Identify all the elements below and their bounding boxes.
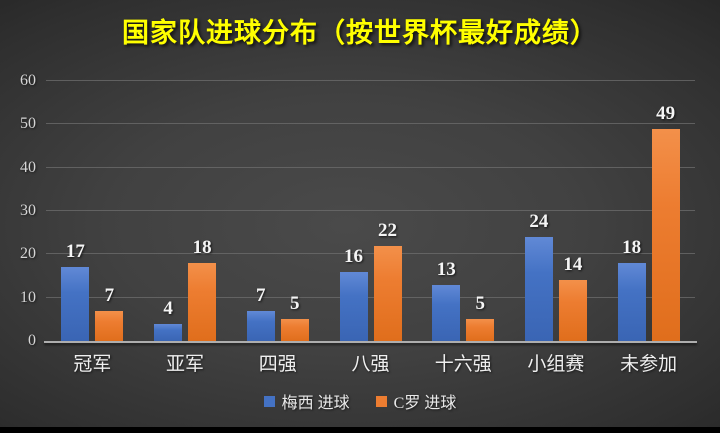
legend: 梅西 进球 C罗 进球 (0, 390, 720, 412)
category-label-四强: 四强 (258, 354, 297, 375)
bar-C罗 进球-十六强[interactable] (466, 319, 495, 341)
bar-value-label: 24 (529, 211, 549, 232)
y-tick-label: 60 (20, 72, 36, 89)
gridline (46, 296, 695, 298)
y-tick-label: 0 (28, 332, 36, 349)
bar-value-label: 16 (344, 245, 363, 267)
x-axis-line (44, 341, 697, 343)
legend-swatch (375, 395, 387, 407)
y-tick-label: 30 (20, 202, 36, 219)
category-label-亚军: 亚军 (166, 354, 205, 375)
y-tick-label: 50 (20, 115, 36, 133)
bar-梅西 进球-亚军[interactable] (154, 323, 183, 341)
bar-梅西 进球-冠军[interactable] (61, 267, 90, 341)
gridline (46, 210, 695, 211)
legend-label: 梅西 进球 (281, 395, 350, 412)
bar-C罗 进球-八强[interactable] (373, 245, 402, 341)
bar-梅西 进球-四强[interactable] (246, 310, 275, 341)
gridline (46, 123, 695, 125)
category-label-冠军: 冠军 (73, 354, 112, 375)
gridline (46, 166, 695, 168)
category-label-十六强: 十六强 (434, 354, 492, 375)
bar-value-label: 14 (563, 254, 583, 276)
category-label-八强: 八强 (351, 354, 390, 375)
bar-梅西 进球-十六强[interactable] (432, 284, 461, 341)
legend-item-梅西 进球[interactable]: 梅西 进球 (263, 389, 350, 413)
bar-value-label: 7 (256, 284, 266, 306)
x-axis-labels: 冠军 亚军 四强 八强 十六强 小组赛 未参加 (46, 349, 695, 377)
plot-area: 17 4 7 16 13 24 18 7 18 5 22 5 14 49 (44, 80, 697, 343)
gridline (46, 253, 695, 255)
bar-C罗 进球-小组赛[interactable] (558, 280, 587, 341)
y-tick-label: 10 (20, 288, 36, 306)
bar-value-label: 4 (163, 297, 173, 319)
bar-C罗 进球-冠军[interactable] (95, 310, 124, 341)
bar-value-label: 13 (436, 258, 456, 280)
legend-item-C罗 进球[interactable]: C罗 进球 (375, 389, 457, 413)
bar-value-label: 17 (65, 241, 85, 263)
bar-value-label: 49 (656, 102, 676, 124)
bar-value-label: 5 (290, 293, 300, 315)
bar-value-label: 5 (475, 293, 485, 315)
chart-title: 国家队进球分布（按世界杯最好成绩） (122, 18, 598, 48)
legend-label: C罗 进球 (393, 395, 457, 412)
category-label-小组赛: 小组赛 (527, 354, 585, 375)
bar-value-label: 22 (378, 219, 397, 241)
bar-C罗 进球-未参加[interactable] (651, 128, 680, 341)
bar-value-label: 18 (622, 237, 642, 258)
bar-C罗 进球-亚军[interactable] (188, 263, 217, 341)
bar-value-label: 7 (104, 284, 115, 306)
bar-梅西 进球-八强[interactable] (339, 271, 368, 341)
legend-swatch (263, 395, 275, 407)
bar-value-label: 18 (192, 237, 212, 258)
y-tick-label: 20 (20, 245, 36, 263)
bar-C罗 进球-四强[interactable] (280, 319, 309, 341)
gridline (46, 80, 695, 81)
y-tick-label: 40 (20, 158, 36, 176)
bar-梅西 进球-小组赛[interactable] (524, 237, 553, 341)
bottom-letterbox (0, 427, 720, 433)
y-axis-labels: 0 10 20 30 40 50 60 (0, 72, 36, 349)
bar-梅西 进球-未参加[interactable] (617, 263, 646, 341)
category-label-未参加: 未参加 (620, 354, 678, 375)
